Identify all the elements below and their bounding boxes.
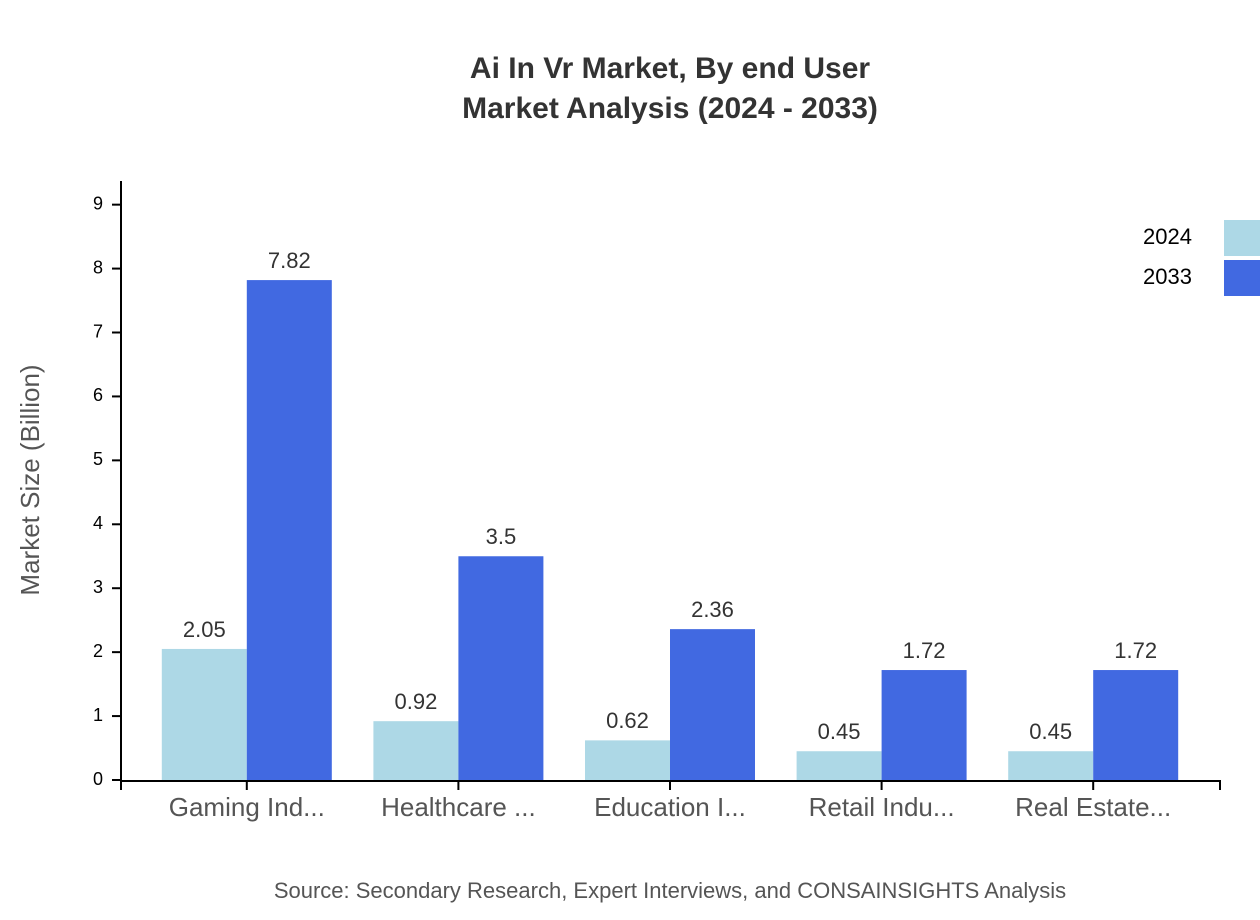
- bar: [373, 721, 459, 780]
- y-tick-label: 7: [93, 321, 103, 341]
- y-tick-label: 6: [93, 385, 103, 405]
- data-label: 0.45: [818, 719, 861, 744]
- data-label: 7.82: [268, 248, 311, 273]
- bar: [796, 751, 882, 780]
- y-tick-label: 2: [93, 641, 103, 661]
- x-tick-label: Education I...: [594, 792, 746, 822]
- data-label: 0.62: [606, 708, 649, 733]
- bar: [585, 740, 670, 780]
- data-label: 0.92: [394, 689, 437, 714]
- legend-swatch: [1224, 220, 1260, 256]
- y-tick-label: 4: [93, 513, 103, 533]
- bar: [161, 648, 247, 780]
- y-tick-label: 3: [93, 577, 103, 597]
- bar: [1093, 670, 1179, 780]
- y-tick-label: 0: [93, 769, 103, 789]
- x-tick-label: Gaming Ind...: [169, 792, 325, 822]
- chart-title: Ai In Vr Market, By end User: [470, 52, 870, 85]
- y-tick-label: 9: [93, 193, 103, 213]
- chart-subtitle: Market Analysis (2024 - 2033): [462, 92, 878, 125]
- source-note: Source: Secondary Research, Expert Inter…: [274, 878, 1066, 903]
- x-tick-label: Healthcare ...: [381, 792, 536, 822]
- legend-swatch: [1224, 260, 1260, 296]
- y-tick-label: 8: [93, 257, 103, 277]
- data-label: 2.36: [691, 597, 734, 622]
- bar: [881, 670, 967, 780]
- data-label: 1.72: [1114, 638, 1157, 663]
- legend-label: 2024: [1143, 224, 1192, 249]
- y-tick-label: 1: [93, 705, 103, 725]
- bar: [1008, 751, 1094, 780]
- legend-label: 2033: [1143, 264, 1192, 289]
- bar: [670, 629, 755, 780]
- x-tick-label: Retail Indu...: [809, 792, 955, 822]
- data-label: 3.5: [486, 524, 517, 549]
- x-tick-label: Real Estate...: [1015, 792, 1171, 822]
- y-tick-label: 5: [93, 449, 103, 469]
- data-label: 0.45: [1029, 719, 1072, 744]
- data-label: 2.05: [183, 617, 226, 642]
- bar: [458, 556, 544, 780]
- y-axis-label: Market Size (Billion): [15, 364, 45, 595]
- bar: [246, 280, 332, 780]
- data-label: 1.72: [903, 638, 946, 663]
